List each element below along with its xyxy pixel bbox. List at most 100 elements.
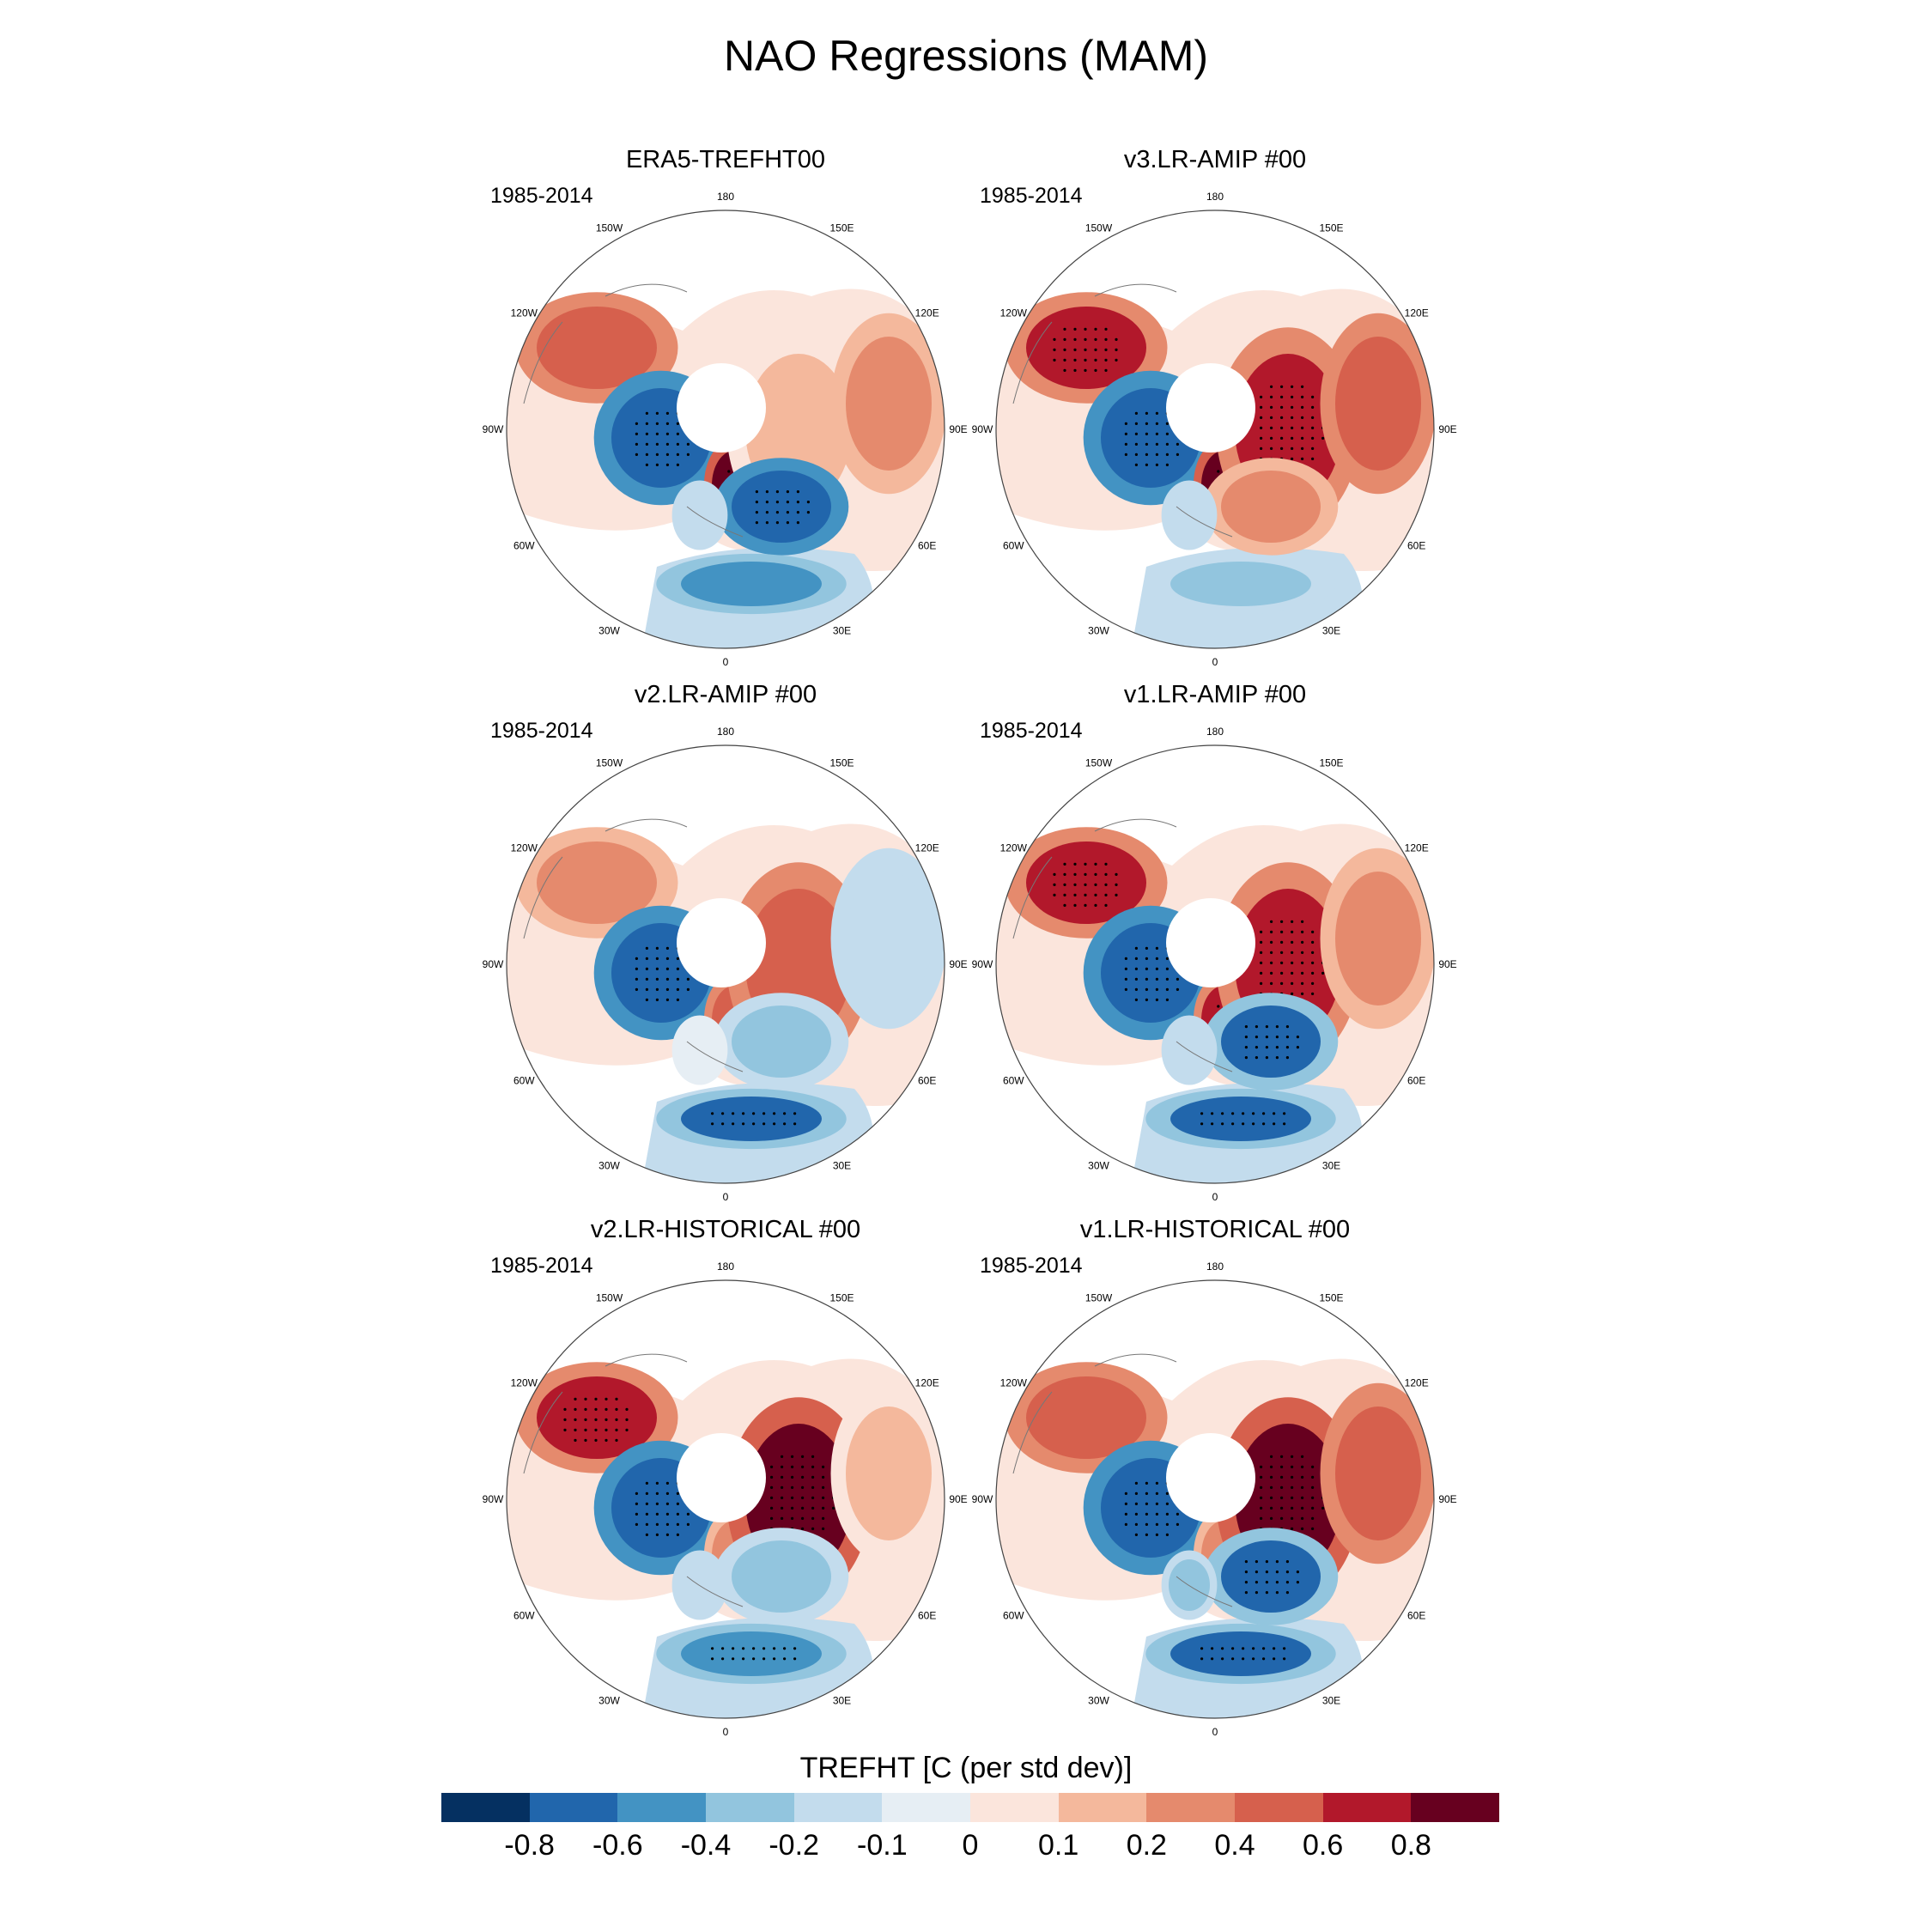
significance-dot (1321, 436, 1325, 440)
significance-dot (793, 1122, 797, 1126)
significance-dot (1134, 1492, 1138, 1495)
longitude-label: 30E (833, 625, 851, 637)
significance-dot (1165, 1522, 1169, 1526)
significance-dot (1301, 1455, 1304, 1458)
significance-dot (822, 1465, 825, 1468)
significance-dot (1270, 1485, 1273, 1489)
significance-dot (1311, 1506, 1315, 1510)
arctic-ocean (677, 363, 766, 453)
longitude-label: 120W (1000, 307, 1028, 319)
significance-dot (1270, 385, 1273, 388)
significance-dot (1155, 453, 1158, 456)
longitude-label: 150W (596, 222, 623, 234)
significance-dot (645, 977, 648, 981)
longitude-label: 90E (949, 423, 967, 435)
polar-map: 180 150E 120E 90E 60E 30E 0 30W 60W 90W 120W 150W (483, 191, 968, 668)
significance-dot (1165, 998, 1169, 1001)
longitude-label: 60W (1003, 1610, 1024, 1622)
significance-dot (1145, 1502, 1148, 1505)
significance-dot (1155, 998, 1158, 1001)
anomaly-region (681, 562, 822, 606)
longitude-label: 180 (717, 726, 734, 738)
longitude-label: 90E (1438, 958, 1456, 970)
significance-dot (711, 1122, 714, 1126)
significance-dot (1285, 1046, 1289, 1049)
significance-dot (1242, 1647, 1245, 1650)
significance-dot (1280, 426, 1284, 429)
significance-dot (793, 1647, 797, 1650)
significance-dot (584, 1438, 587, 1442)
longitude-label: 60E (1407, 540, 1425, 552)
significance-dot (742, 1112, 745, 1115)
significance-dot (594, 1418, 598, 1421)
significance-dot (584, 1397, 587, 1400)
significance-dot (1176, 977, 1179, 981)
significance-dot (765, 490, 769, 494)
significance-dot (655, 998, 659, 1001)
significance-dot (1063, 348, 1066, 351)
significance-dot (775, 521, 779, 525)
significance-dot (1115, 883, 1118, 886)
significance-dot (594, 1438, 598, 1442)
anomaly-region (1335, 337, 1421, 471)
significance-dot (1270, 416, 1273, 419)
longitude-label: 30E (1322, 625, 1340, 637)
significance-dot (1104, 368, 1108, 372)
significance-dot (1260, 951, 1263, 954)
map-panel: v1.LR-HISTORICAL #00 1985-2014 180 150E 12… (972, 1216, 1457, 1738)
significance-dot (1280, 1455, 1284, 1458)
significance-dot (1165, 422, 1169, 425)
longitude-label: 0 (723, 1191, 729, 1203)
significance-dot (1244, 1560, 1248, 1564)
significance-dot (594, 1397, 598, 1400)
significance-dot (605, 1428, 608, 1431)
significance-dot (1124, 1502, 1127, 1505)
longitude-label: 120W (511, 842, 538, 854)
significance-dot (1094, 358, 1097, 361)
significance-dot (801, 1527, 805, 1530)
map-panel: v2.LR-AMIP #00 1985-2014 180 150E 120E 90E 6… (483, 681, 968, 1203)
significance-dot (1155, 967, 1158, 970)
significance-dot (721, 1112, 725, 1115)
significance-dot (1094, 337, 1097, 341)
significance-dot (655, 1533, 659, 1536)
significance-dot (1053, 893, 1056, 896)
field-layer (996, 283, 1434, 648)
significance-dot (1275, 1056, 1279, 1060)
significance-dot (1311, 1475, 1315, 1479)
significance-dot (1285, 1036, 1289, 1039)
significance-dot (563, 1407, 567, 1411)
significance-dot (655, 1502, 659, 1505)
significance-dot (732, 1647, 735, 1650)
colorbar-box (529, 1793, 618, 1822)
significance-dot (1073, 358, 1077, 361)
field-layer (507, 1353, 945, 1718)
map-boundary (506, 1279, 945, 1719)
significance-dot (762, 1647, 766, 1650)
significance-dot (1094, 348, 1097, 351)
significance-dot (1270, 1475, 1273, 1479)
significance-dot (1063, 368, 1066, 372)
longitude-label: 150E (1319, 222, 1343, 234)
significance-dot (1094, 872, 1097, 876)
significance-dot (1115, 872, 1118, 876)
significance-dot (1073, 327, 1077, 331)
significance-dot (1124, 957, 1127, 960)
significance-dot (1270, 1516, 1273, 1520)
significance-dot (655, 946, 659, 950)
significance-dot (1270, 930, 1273, 933)
colorbar-box (1146, 1793, 1236, 1822)
anomaly-region (1026, 1376, 1146, 1459)
significance-dot (676, 432, 679, 435)
significance-dot (1265, 1571, 1268, 1574)
field-layer (996, 818, 1434, 1183)
longitude-label: 120E (1405, 1377, 1429, 1389)
significance-dot (1145, 442, 1148, 446)
significance-dot (1084, 893, 1087, 896)
longitude-label: 180 (1206, 191, 1224, 203)
significance-dot (1063, 893, 1066, 896)
significance-dot (1084, 348, 1087, 351)
significance-dot (1063, 862, 1066, 866)
significance-dot (752, 1647, 756, 1650)
significance-dot (1301, 1516, 1304, 1520)
